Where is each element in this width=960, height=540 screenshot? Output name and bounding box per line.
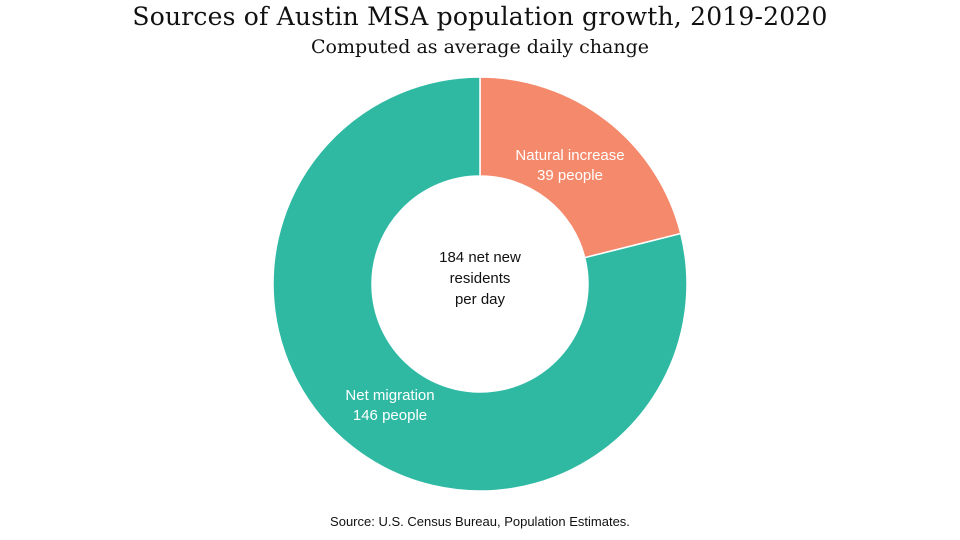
slice-natural-increase <box>479 76 682 259</box>
slice-label-net-migration: Net migration 146 people <box>345 387 434 424</box>
center-label-line: 184 net new <box>439 249 521 266</box>
center-label-line: residents <box>450 270 511 287</box>
center-label-line: per day <box>455 291 506 308</box>
slice-label-line: 39 people <box>537 167 603 184</box>
slice-net-migration <box>272 76 688 492</box>
slice-label-line: Net migration <box>345 387 434 404</box>
chart-title: Sources of Austin MSA population growth,… <box>132 2 828 31</box>
slice-label-line: Natural increase <box>515 147 624 164</box>
center-label: 184 net new residents per day <box>439 249 521 308</box>
slice-label-line: 146 people <box>353 407 427 424</box>
slice-label-natural-increase: Natural increase 39 people <box>515 147 624 184</box>
source-note: Source: U.S. Census Bureau, Population E… <box>330 514 630 529</box>
chart-subtitle: Computed as average daily change <box>310 36 650 58</box>
